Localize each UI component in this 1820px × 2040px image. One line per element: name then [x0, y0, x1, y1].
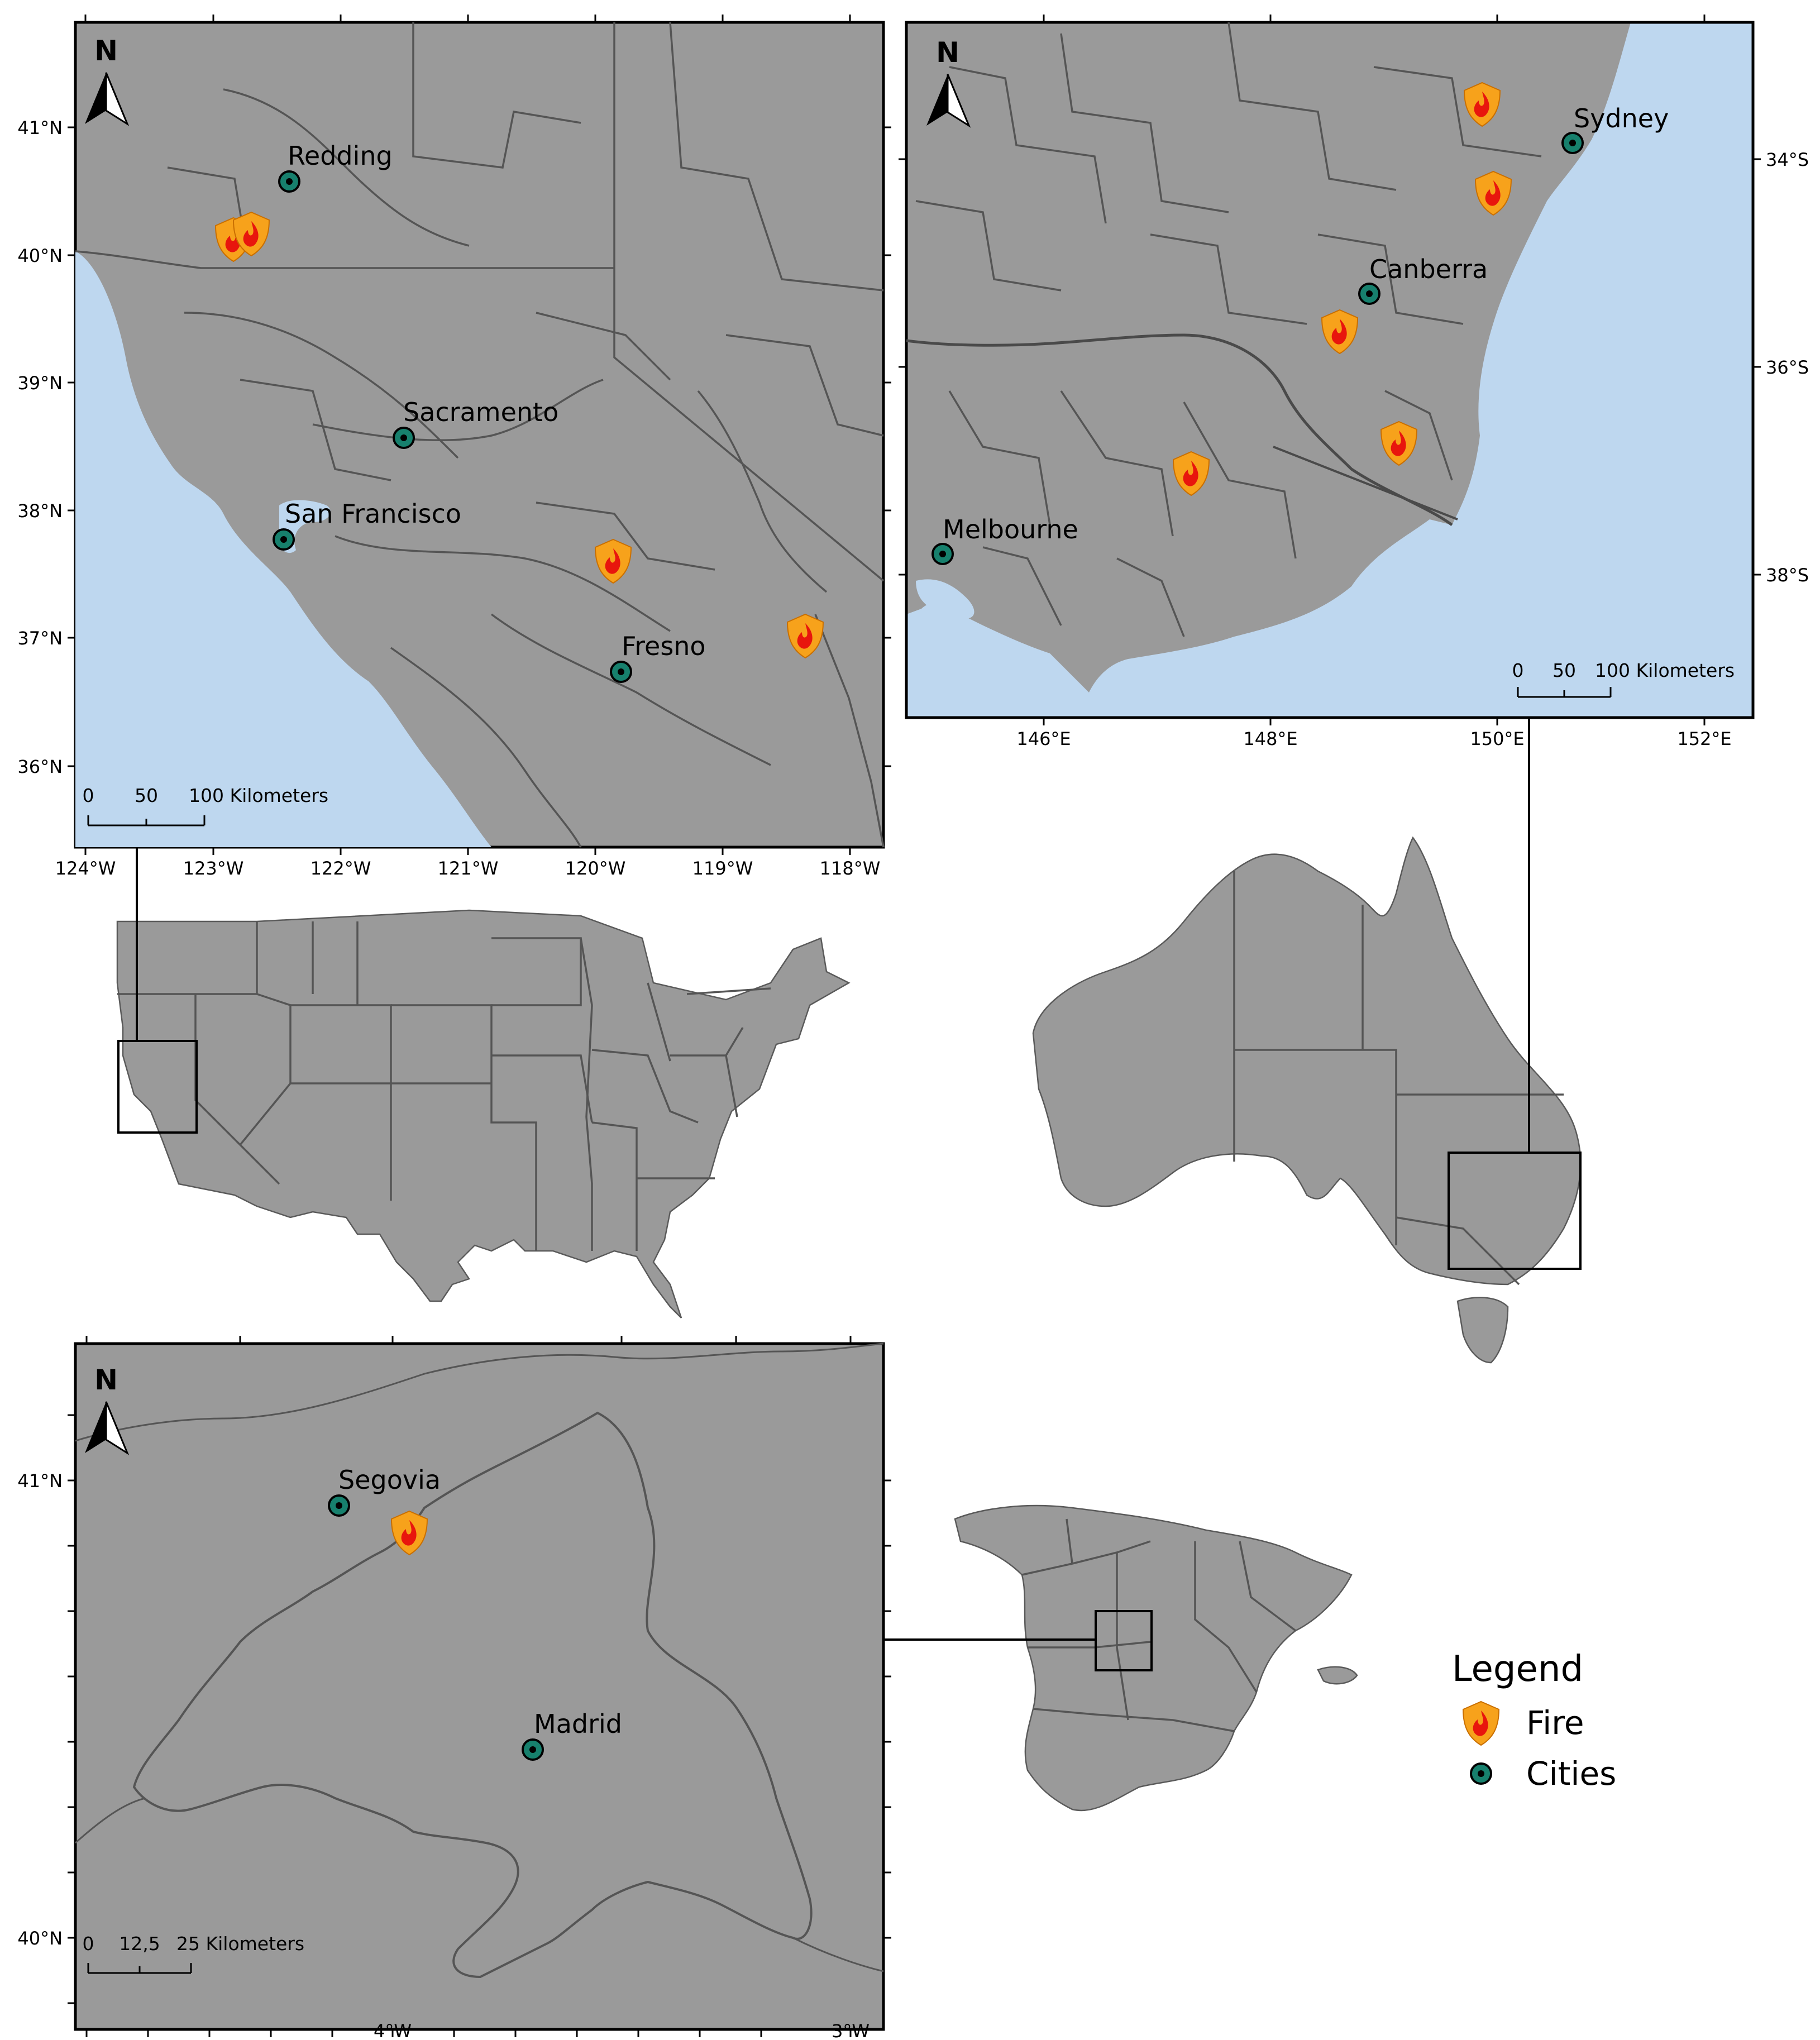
city-label-sydney: Sydney: [1574, 103, 1669, 133]
lon-label-120w: 120°W: [565, 858, 626, 879]
california-map-panel: N 41°N 40°N 39°N 38°N 37°N 36°N: [17, 15, 891, 879]
tasmania: [1456, 1297, 1509, 1364]
lat-label-38n: 38°N: [17, 500, 63, 522]
lon-label-121w: 121°W: [438, 858, 499, 879]
legend-fire-label: Fire: [1526, 1704, 1584, 1742]
lat-label-40n: 40°N: [17, 245, 63, 266]
community-of-madrid-border: [132, 1411, 813, 1979]
scale-tick-0: 0: [1512, 660, 1524, 681]
city-icon: [1470, 1762, 1492, 1785]
lon-label-148e: 148°E: [1243, 728, 1297, 749]
scale-tick-0: 0: [83, 785, 94, 806]
scale-bar: 0 12,5 25 Kilometers: [83, 1933, 304, 1974]
fire-icon: [1463, 1701, 1499, 1746]
city-icon: [393, 427, 415, 449]
spain-mainland: [954, 1504, 1353, 1812]
city-label-segovia: Segovia: [338, 1465, 441, 1495]
spain-overview-map: [954, 1504, 1358, 1812]
city-label-redding: Redding: [288, 141, 393, 171]
california-inset-box: [117, 1040, 198, 1134]
city-icon: [932, 543, 954, 565]
scale-bar: 0 50 100 Kilometers: [1512, 660, 1735, 698]
lon-label-118w: 118°W: [820, 858, 881, 879]
lat-label-34s: 34°S: [1766, 149, 1809, 170]
australia-map-panel: N 34°S 36°S 38°S 146°E 148°E 150°E 152: [899, 15, 1809, 749]
lon-label-152e: 152°E: [1677, 728, 1731, 749]
lon-label-123w: 123°W: [183, 858, 244, 879]
city-label-melbourne: Melbourne: [943, 514, 1078, 544]
city-icon: [273, 528, 295, 551]
north-arrow: N: [925, 36, 970, 127]
lon-label-4w: 4°W: [374, 2020, 412, 2040]
scale-tick-100: 100 Kilometers: [189, 785, 328, 806]
city-icon: [328, 1494, 350, 1517]
north-label: N: [94, 35, 118, 67]
se-australia-land: [906, 22, 1631, 692]
legend-cities-label: Cities: [1526, 1755, 1616, 1793]
longitude-axis: 146°E 148°E 150°E 152°E: [1016, 15, 1732, 749]
city-icon: [1561, 132, 1584, 154]
usa-overview-map: [116, 909, 851, 1318]
city-icon: [278, 170, 300, 193]
lon-label-119w: 119°W: [692, 858, 753, 879]
city-label-madrid: Madrid: [534, 1709, 622, 1739]
city-markers: Redding Sacramento San Francisco Fresno: [273, 141, 706, 683]
se-australia-inset-box: [1448, 1152, 1582, 1270]
lon-label-124w: 124°W: [55, 858, 116, 879]
latitude-axis: 34°S 36°S 38°S: [899, 149, 1809, 586]
lon-label-122w: 122°W: [311, 858, 371, 879]
contiguous-usa: [116, 909, 851, 1318]
lon-label-3w: 3°W: [832, 2020, 870, 2040]
city-label-sacramento: Sacramento: [403, 397, 558, 427]
legend: Legend Fire Cities: [1452, 1649, 1616, 1793]
lon-label-146e: 146°E: [1016, 728, 1071, 749]
scale-tick-25: 25 Kilometers: [176, 1933, 304, 1955]
latitude-axis: 41°N 40°N 39°N 38°N 37°N 36°N: [17, 117, 891, 777]
australia-overview-map: [1032, 836, 1582, 1364]
city-label-fresno: Fresno: [622, 631, 706, 661]
scale-tick-50: 50: [135, 785, 158, 806]
longitude-axis: 124°W 123°W 122°W 121°W 120°W 119°W 118°…: [55, 15, 881, 879]
australia-mainland: [1032, 836, 1582, 1286]
lat-label-41n: 41°N: [17, 117, 63, 138]
madrid-map-panel: N 41°N 40°N: [17, 1336, 891, 2040]
latitude-axis: 41°N 40°N: [17, 1414, 891, 2004]
scale-tick-12-5: 12,5: [119, 1933, 160, 1955]
scale-tick-0: 0: [83, 1933, 94, 1955]
port-phillip-bay: [916, 579, 975, 619]
city-icon: [610, 661, 632, 683]
legend-title: Legend: [1452, 1649, 1583, 1690]
scale-tick-100: 100 Kilometers: [1595, 660, 1735, 681]
city-markers: Sydney Canberra Melbourne: [932, 103, 1669, 565]
city-label-san-francisco: San Francisco: [285, 499, 461, 529]
city-icon: [1358, 283, 1380, 305]
lat-label-38s: 38°S: [1766, 565, 1809, 586]
north-label: N: [936, 36, 959, 69]
scale-tick-50: 50: [1553, 660, 1576, 681]
lat-label-36s: 36°S: [1766, 357, 1809, 378]
lat-label-36n: 36°N: [17, 756, 63, 777]
longitude-axis: 4°W 3°W: [85, 1336, 870, 2040]
lat-label-40n: 40°N: [17, 1928, 63, 1949]
balearic-islands: [1317, 1666, 1358, 1685]
city-label-canberra: Canberra: [1369, 254, 1488, 284]
north-arrow: N: [84, 1364, 128, 1454]
city-icon: [522, 1738, 544, 1761]
north-label: N: [94, 1364, 118, 1396]
north-arrow: N: [84, 35, 128, 125]
lat-label-39n: 39°N: [17, 372, 63, 394]
lat-label-41n: 41°N: [17, 1470, 63, 1492]
lat-label-37n: 37°N: [17, 628, 63, 649]
scale-bar: 0 50 100 Kilometers: [83, 785, 328, 826]
lon-label-150e: 150°E: [1470, 728, 1524, 749]
pacific-ocean: [75, 251, 491, 847]
city-markers: Segovia Madrid: [328, 1465, 622, 1761]
